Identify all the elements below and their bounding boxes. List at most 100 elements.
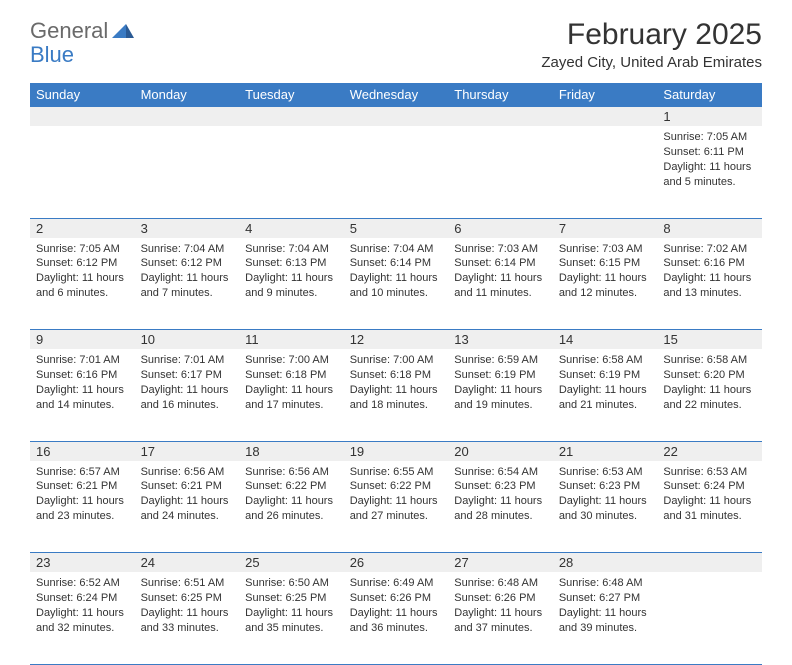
- sunset-text: Sunset: 6:14 PM: [454, 256, 547, 271]
- daylight-text-2: and 21 minutes.: [559, 398, 652, 413]
- day-info-cell: Sunrise: 6:55 AMSunset: 6:22 PMDaylight:…: [344, 461, 449, 553]
- day-info: Sunrise: 6:57 AMSunset: 6:21 PMDaylight:…: [36, 465, 129, 524]
- day-number-cell: 17: [135, 441, 240, 461]
- day-number-cell: [239, 107, 344, 127]
- day-number-cell: [448, 107, 553, 127]
- day-info: Sunrise: 7:00 AMSunset: 6:18 PMDaylight:…: [245, 353, 338, 412]
- day-info-cell: Sunrise: 7:02 AMSunset: 6:16 PMDaylight:…: [657, 238, 762, 330]
- daylight-text-2: and 13 minutes.: [663, 286, 756, 301]
- day-number-row: 1: [30, 107, 762, 127]
- day-info: Sunrise: 6:49 AMSunset: 6:26 PMDaylight:…: [350, 576, 443, 635]
- day-info: Sunrise: 7:05 AMSunset: 6:12 PMDaylight:…: [36, 242, 129, 301]
- day-info: Sunrise: 6:58 AMSunset: 6:20 PMDaylight:…: [663, 353, 756, 412]
- day-number-cell: 1: [657, 107, 762, 127]
- sunset-text: Sunset: 6:14 PM: [350, 256, 443, 271]
- daylight-text-1: Daylight: 11 hours: [350, 606, 443, 621]
- day-info-cell: Sunrise: 7:01 AMSunset: 6:17 PMDaylight:…: [135, 349, 240, 441]
- day-info-cell: Sunrise: 7:03 AMSunset: 6:14 PMDaylight:…: [448, 238, 553, 330]
- daylight-text-2: and 37 minutes.: [454, 621, 547, 636]
- sunrise-text: Sunrise: 7:04 AM: [350, 242, 443, 257]
- daylight-text-2: and 23 minutes.: [36, 509, 129, 524]
- sunrise-text: Sunrise: 6:56 AM: [141, 465, 234, 480]
- daylight-text-2: and 36 minutes.: [350, 621, 443, 636]
- day-info-cell: Sunrise: 6:57 AMSunset: 6:21 PMDaylight:…: [30, 461, 135, 553]
- daylight-text-1: Daylight: 11 hours: [245, 383, 338, 398]
- daylight-text-1: Daylight: 11 hours: [245, 494, 338, 509]
- week-info-row: Sunrise: 6:52 AMSunset: 6:24 PMDaylight:…: [30, 572, 762, 664]
- day-number-cell: 16: [30, 441, 135, 461]
- day-number-cell: 15: [657, 330, 762, 350]
- day-number-cell: 3: [135, 218, 240, 238]
- day-info-cell: Sunrise: 6:51 AMSunset: 6:25 PMDaylight:…: [135, 572, 240, 664]
- day-info-cell: Sunrise: 6:52 AMSunset: 6:24 PMDaylight:…: [30, 572, 135, 664]
- daylight-text-1: Daylight: 11 hours: [36, 606, 129, 621]
- day-info: Sunrise: 6:55 AMSunset: 6:22 PMDaylight:…: [350, 465, 443, 524]
- sunset-text: Sunset: 6:18 PM: [350, 368, 443, 383]
- day-info: Sunrise: 7:01 AMSunset: 6:16 PMDaylight:…: [36, 353, 129, 412]
- daylight-text-1: Daylight: 11 hours: [141, 383, 234, 398]
- day-number-cell: 9: [30, 330, 135, 350]
- day-number-cell: 7: [553, 218, 658, 238]
- daylight-text-2: and 19 minutes.: [454, 398, 547, 413]
- day-info-cell: [30, 126, 135, 218]
- daylight-text-2: and 9 minutes.: [245, 286, 338, 301]
- day-info-cell: Sunrise: 6:59 AMSunset: 6:19 PMDaylight:…: [448, 349, 553, 441]
- daylight-text-2: and 12 minutes.: [559, 286, 652, 301]
- day-info-cell: Sunrise: 7:04 AMSunset: 6:14 PMDaylight:…: [344, 238, 449, 330]
- daylight-text-1: Daylight: 11 hours: [141, 606, 234, 621]
- daylight-text-2: and 30 minutes.: [559, 509, 652, 524]
- daylight-text-2: and 5 minutes.: [663, 175, 756, 190]
- daylight-text-2: and 32 minutes.: [36, 621, 129, 636]
- week-info-row: Sunrise: 7:01 AMSunset: 6:16 PMDaylight:…: [30, 349, 762, 441]
- week-info-row: Sunrise: 7:05 AMSunset: 6:11 PMDaylight:…: [30, 126, 762, 218]
- logo: General: [30, 18, 136, 44]
- daylight-text-1: Daylight: 11 hours: [663, 494, 756, 509]
- day-info: Sunrise: 6:52 AMSunset: 6:24 PMDaylight:…: [36, 576, 129, 635]
- day-info-cell: [135, 126, 240, 218]
- day-info: Sunrise: 7:05 AMSunset: 6:11 PMDaylight:…: [663, 130, 756, 189]
- sunset-text: Sunset: 6:21 PM: [141, 479, 234, 494]
- sunrise-text: Sunrise: 6:52 AM: [36, 576, 129, 591]
- daylight-text-1: Daylight: 11 hours: [663, 383, 756, 398]
- sunrise-text: Sunrise: 6:55 AM: [350, 465, 443, 480]
- day-info: Sunrise: 6:56 AMSunset: 6:21 PMDaylight:…: [141, 465, 234, 524]
- day-info-cell: Sunrise: 6:58 AMSunset: 6:20 PMDaylight:…: [657, 349, 762, 441]
- daylight-text-1: Daylight: 11 hours: [559, 606, 652, 621]
- day-info-cell: Sunrise: 7:00 AMSunset: 6:18 PMDaylight:…: [239, 349, 344, 441]
- day-info: Sunrise: 6:58 AMSunset: 6:19 PMDaylight:…: [559, 353, 652, 412]
- daylight-text-2: and 18 minutes.: [350, 398, 443, 413]
- daylight-text-2: and 27 minutes.: [350, 509, 443, 524]
- day-number-cell: 25: [239, 553, 344, 573]
- daylight-text-2: and 22 minutes.: [663, 398, 756, 413]
- day-number-cell: 13: [448, 330, 553, 350]
- sunrise-text: Sunrise: 6:58 AM: [663, 353, 756, 368]
- daylight-text-1: Daylight: 11 hours: [454, 606, 547, 621]
- day-info: Sunrise: 6:53 AMSunset: 6:23 PMDaylight:…: [559, 465, 652, 524]
- header: General February 2025 Zayed City, United…: [30, 18, 762, 71]
- day-number-cell: [344, 107, 449, 127]
- day-info-cell: Sunrise: 6:56 AMSunset: 6:21 PMDaylight:…: [135, 461, 240, 553]
- sunset-text: Sunset: 6:11 PM: [663, 145, 756, 160]
- day-info-cell: Sunrise: 7:00 AMSunset: 6:18 PMDaylight:…: [344, 349, 449, 441]
- day-number-cell: 11: [239, 330, 344, 350]
- day-info-cell: Sunrise: 7:03 AMSunset: 6:15 PMDaylight:…: [553, 238, 658, 330]
- day-info-cell: Sunrise: 7:01 AMSunset: 6:16 PMDaylight:…: [30, 349, 135, 441]
- sunset-text: Sunset: 6:20 PM: [663, 368, 756, 383]
- sunset-text: Sunset: 6:15 PM: [559, 256, 652, 271]
- sunset-text: Sunset: 6:26 PM: [454, 591, 547, 606]
- daylight-text-2: and 31 minutes.: [663, 509, 756, 524]
- day-header-row: Sunday Monday Tuesday Wednesday Thursday…: [30, 83, 762, 107]
- day-number-row: 16171819202122: [30, 441, 762, 461]
- day-info-cell: Sunrise: 7:04 AMSunset: 6:12 PMDaylight:…: [135, 238, 240, 330]
- sunset-text: Sunset: 6:19 PM: [559, 368, 652, 383]
- day-header-wednesday: Wednesday: [344, 83, 449, 107]
- daylight-text-1: Daylight: 11 hours: [559, 494, 652, 509]
- day-info: Sunrise: 7:01 AMSunset: 6:17 PMDaylight:…: [141, 353, 234, 412]
- daylight-text-1: Daylight: 11 hours: [350, 494, 443, 509]
- day-info-cell: Sunrise: 7:04 AMSunset: 6:13 PMDaylight:…: [239, 238, 344, 330]
- sunset-text: Sunset: 6:12 PM: [141, 256, 234, 271]
- sunrise-text: Sunrise: 6:48 AM: [559, 576, 652, 591]
- logo-blue-text: Blue: [30, 42, 74, 67]
- day-number-cell: 10: [135, 330, 240, 350]
- day-number-cell: 5: [344, 218, 449, 238]
